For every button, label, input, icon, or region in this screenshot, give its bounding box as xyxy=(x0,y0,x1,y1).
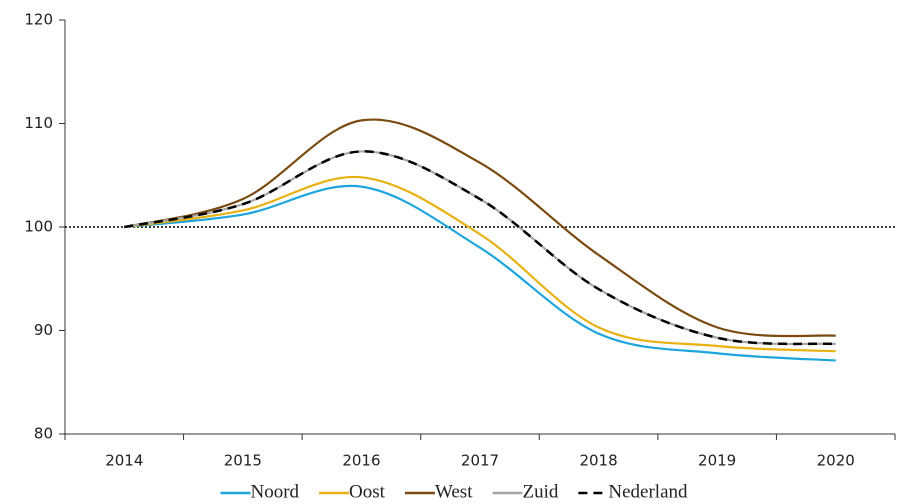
legend-label: Nederland xyxy=(608,481,688,502)
y-tick-label: 80 xyxy=(34,425,53,443)
legend-label: Oost xyxy=(349,481,386,502)
x-tick-label: 2018 xyxy=(579,452,617,470)
x-tick-label: 2019 xyxy=(698,452,736,470)
y-tick-label: 110 xyxy=(24,114,53,132)
series-line xyxy=(124,175,836,353)
legend-label: West xyxy=(435,481,473,502)
y-tick-label: 90 xyxy=(34,321,53,339)
x-tick-label: 2020 xyxy=(817,452,855,470)
series-line xyxy=(124,150,836,346)
x-tick-label: 2014 xyxy=(105,452,143,470)
legend: Noord Oost West Zuid Nederland xyxy=(220,481,688,502)
x-tick-label: 2017 xyxy=(461,452,499,470)
y-tick-label: 120 xyxy=(24,11,53,29)
y-tick-label: 100 xyxy=(24,218,53,236)
legend-label: Noord xyxy=(250,481,299,502)
legend-label: Zuid xyxy=(522,481,558,502)
x-tick-label: 2016 xyxy=(342,452,380,470)
x-tick-label: 2015 xyxy=(224,452,262,470)
series-line xyxy=(124,184,836,362)
series-line xyxy=(124,118,836,338)
